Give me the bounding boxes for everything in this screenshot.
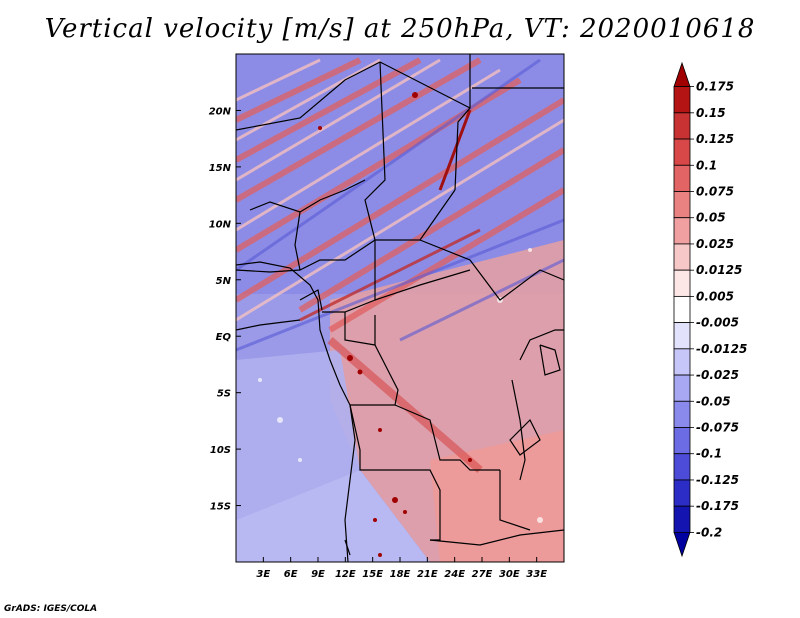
colorbar-swatch: [673, 112, 691, 140]
x-tick-label: 12E: [335, 569, 356, 580]
colorbar-swatch: [673, 505, 691, 533]
y-tick-label: 15N: [209, 163, 232, 174]
colorbar-label: 0.0125: [696, 263, 742, 277]
map-panel: [236, 54, 564, 562]
x-tick-label: 6E: [284, 569, 298, 580]
x-tick-label: 18E: [390, 569, 411, 580]
y-tick-label: 10N: [209, 219, 232, 230]
colorbar-swatch: [673, 374, 691, 402]
grads-credit: GrADS: IGES/COLA: [4, 604, 98, 614]
colorbar-label: -0.175: [696, 499, 739, 513]
colorbar-label: -0.1: [696, 447, 722, 461]
country-borders: [236, 54, 564, 556]
colorbar-label: 0.025: [696, 237, 734, 251]
colorbar-swatch: [673, 86, 691, 114]
colorbar-swatch: [673, 243, 691, 271]
colorbar-swatch: [673, 138, 691, 166]
x-tick-label: 27E: [472, 569, 493, 580]
colorbar-label: 0.1: [696, 158, 717, 172]
x-tick-label: 9E: [311, 569, 325, 580]
y-tick-label: 15S: [210, 502, 231, 513]
x-tick-label: 30E: [499, 569, 520, 580]
colorbar-label: -0.2: [696, 525, 722, 539]
colorbar-swatch: [673, 217, 691, 245]
colorbar-swatch: [673, 479, 691, 507]
x-tick-label: 3E: [256, 569, 270, 580]
colorbar-swatch: [673, 348, 691, 376]
colorbar-label: -0.05: [696, 394, 731, 408]
x-tick-label: 24E: [444, 569, 465, 580]
colorbar-swatch: [673, 191, 691, 219]
colorbar-label: -0.025: [696, 368, 739, 382]
colorbar-swatch: [673, 164, 691, 192]
colorbar-swatch: [673, 322, 691, 350]
colorbar-label: -0.075: [696, 421, 739, 435]
colorbar-swatch: [673, 400, 691, 428]
longitude-axis: 3E 6E 9E 12E 15E 18E 21E 24E 27E 30E 33E: [256, 557, 547, 580]
colorbar-label: 0.125: [696, 132, 734, 146]
x-tick-label: 15E: [362, 569, 383, 580]
colorbar-min-arrow: [673, 531, 691, 558]
y-tick-label: EQ: [216, 332, 232, 343]
colorbar-label: 0.15: [696, 106, 726, 120]
colorbar: 0.175 0.15 0.125 0.1 0.075 0.05 0.025 0.0125 0.0…: [673, 61, 747, 558]
chart-title: Vertical velocity [m/s] at 250hPa, VT: 2…: [44, 14, 756, 44]
y-tick-label: 20N: [209, 106, 232, 117]
y-tick-label: 5N: [216, 276, 232, 287]
colorbar-label: -0.005: [696, 316, 739, 330]
y-tick-label: 10S: [210, 445, 231, 456]
colorbar-label: 0.005: [696, 289, 734, 303]
colorbar-label: -0.125: [696, 473, 739, 487]
colorbar-swatch: [673, 295, 691, 324]
colorbar-label: 0.05: [696, 211, 726, 225]
colorbar-swatch: [673, 427, 691, 455]
colorbar-label: -0.0125: [696, 342, 747, 356]
colorbar-swatch: [673, 453, 691, 481]
latitude-axis: 20N 15N 10N 5N EQ 5S 10S 15S: [209, 106, 241, 513]
colorbar-max-arrow: [673, 61, 691, 88]
colorbar-swatch: [673, 269, 691, 297]
coastline: [236, 261, 356, 562]
colorbar-label: 0.075: [696, 184, 734, 198]
x-tick-label: 21E: [417, 569, 438, 580]
colorbar-label: 0.175: [696, 80, 734, 94]
y-tick-label: 5S: [217, 389, 231, 400]
x-tick-label: 33E: [526, 569, 547, 580]
